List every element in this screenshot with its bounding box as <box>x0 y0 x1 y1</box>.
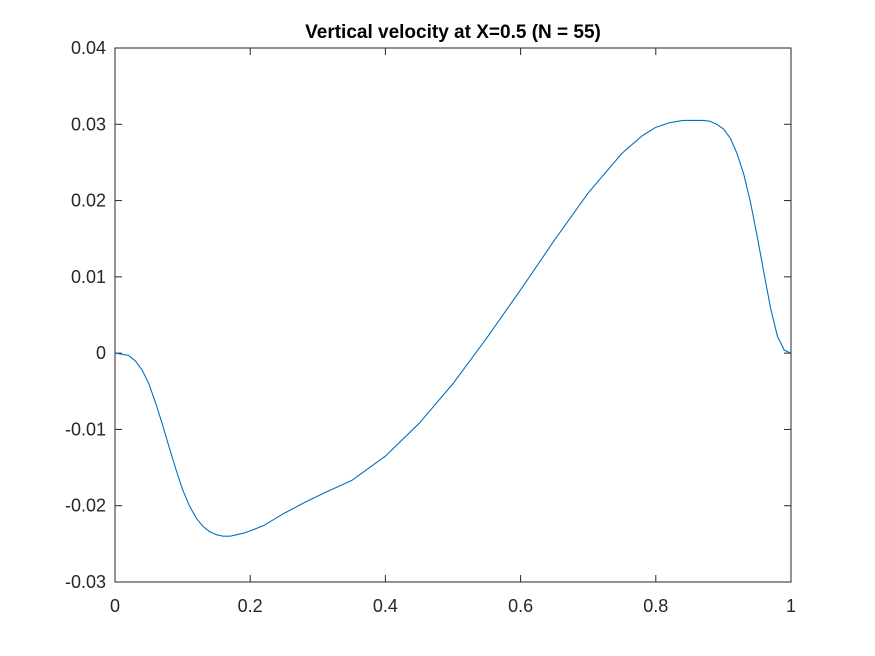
y-tick-label: 0.02 <box>71 191 106 211</box>
series-line <box>114 119 792 537</box>
y-tick-label: 0.01 <box>71 267 106 287</box>
x-tick-label: 0 <box>110 596 120 616</box>
x-tick-label: 0.8 <box>643 596 668 616</box>
y-tick-label: -0.03 <box>65 572 106 592</box>
y-axis-tick-labels: -0.03 -0.02 -0.01 0 0.01 0.02 0.03 0.04 <box>65 38 106 592</box>
y-tick-label: 0.04 <box>71 38 106 58</box>
x-tick-label: 0.6 <box>508 596 533 616</box>
x-axis-tick-labels: 0 0.2 0.4 0.6 0.8 1 <box>110 596 796 616</box>
axes-box <box>114 47 792 583</box>
chart-title: Vertical velocity at X=0.5 (N = 55) <box>305 22 601 43</box>
plot-area <box>115 48 791 582</box>
x-tick-label: 1 <box>786 596 796 616</box>
y-tick-label: -0.01 <box>65 419 106 439</box>
series-group <box>114 119 792 537</box>
x-tick-label: 0.4 <box>373 596 398 616</box>
y-tick-label: 0.03 <box>71 114 106 134</box>
x-tick-label: 0.2 <box>238 596 263 616</box>
y-tick-label: -0.02 <box>65 496 106 516</box>
y-tick-label: 0 <box>96 343 106 363</box>
